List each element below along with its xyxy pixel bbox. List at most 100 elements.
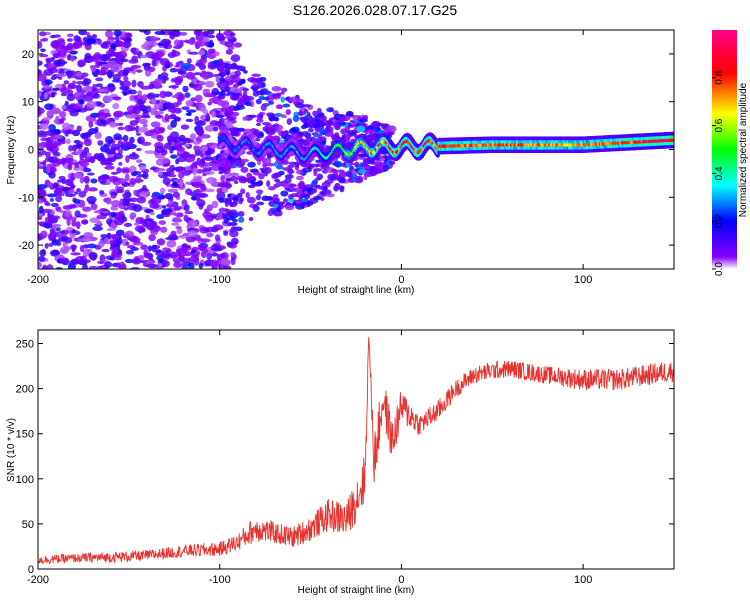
heatmap-cell — [200, 185, 207, 191]
heatmap-cell — [80, 132, 87, 139]
heatmap-cell — [227, 183, 233, 188]
heatmap-cell — [187, 230, 198, 237]
heatmap-cell — [82, 151, 88, 159]
heatmap-cell — [59, 87, 71, 94]
heatmap-cell — [142, 110, 149, 114]
heatmap-cell — [88, 265, 99, 269]
heatmap-cell — [228, 172, 240, 177]
heatmap-cell — [340, 128, 348, 135]
heatmap-cell — [97, 88, 108, 92]
heatmap-cell — [75, 221, 81, 230]
heatmap-cell — [180, 250, 186, 257]
heatmap-cell — [190, 97, 197, 102]
heatmap-cell — [109, 234, 120, 239]
heatmap-cell — [251, 73, 262, 77]
heatmap-cell — [231, 62, 238, 69]
heatmap-cell — [88, 120, 94, 128]
heatmap-cell — [115, 34, 120, 43]
heatmap-cell — [43, 222, 53, 229]
heatmap-cell — [156, 238, 166, 246]
colorbar-tick-label: 0.0 — [714, 262, 725, 276]
heatmap-cell — [363, 174, 368, 181]
heatmap-cell — [95, 60, 101, 69]
heatmap-cell — [154, 93, 160, 98]
heatmap-cell — [99, 190, 105, 195]
heatmap-cell — [228, 38, 237, 43]
heatmap-cell — [220, 90, 226, 96]
heatmap-cell — [183, 204, 190, 212]
heatmap-cell — [136, 69, 143, 73]
heatmap-cell — [104, 261, 113, 268]
heatmap-cell — [70, 216, 77, 222]
heatmap-cell — [38, 255, 46, 262]
heatmap-cell — [182, 166, 194, 172]
heatmap-cell — [138, 226, 143, 234]
spectrogram-y-tick-label: 20 — [22, 49, 34, 61]
heatmap-cell — [128, 153, 140, 160]
heatmap-cell — [175, 166, 185, 171]
heatmap-cell — [203, 228, 210, 232]
heatmap-cell — [274, 113, 283, 117]
heatmap-cell — [38, 130, 47, 136]
heatmap-cell — [237, 80, 243, 86]
heatmap-cell — [105, 30, 114, 38]
heatmap-cell — [140, 244, 149, 251]
heatmap-cell — [135, 132, 141, 136]
heatmap-cell — [225, 112, 231, 118]
heatmap-cell — [178, 171, 185, 179]
heatmap-cell — [197, 193, 209, 198]
heatmap-cell — [146, 263, 157, 269]
heatmap-cell — [76, 125, 82, 132]
heatmap-cell — [62, 45, 72, 51]
heatmap-cell — [149, 35, 157, 43]
heatmap-cell — [220, 107, 228, 113]
heatmap-cell — [228, 202, 238, 208]
heatmap-cell — [124, 142, 133, 147]
heatmap-cell — [268, 100, 275, 105]
heatmap-cell — [180, 70, 187, 75]
heatmap-cell — [151, 244, 157, 253]
heatmap-cell — [256, 201, 265, 206]
heatmap-cell — [309, 116, 315, 124]
heatmap-cell — [48, 67, 58, 74]
heatmap-cell — [265, 195, 274, 201]
heatmap-cell — [287, 183, 298, 188]
heatmap-cell — [100, 66, 108, 72]
heatmap-cell — [145, 218, 154, 222]
heatmap-cell — [83, 139, 92, 147]
heatmap-cell — [56, 73, 68, 78]
heatmap-cell — [200, 238, 211, 243]
heatmap-cell — [153, 103, 164, 110]
heatmap-cell — [96, 214, 107, 220]
heatmap-cell — [89, 217, 100, 224]
heatmap-cell — [292, 201, 297, 206]
heatmap-cell — [59, 210, 64, 214]
spectrogram-y-axis-label: Frequency (Hz) — [6, 116, 17, 185]
heatmap-cell — [61, 105, 67, 110]
heatmap-cell — [153, 52, 160, 57]
heatmap-cell — [228, 127, 233, 132]
heatmap-cell — [302, 130, 309, 135]
heatmap-cell — [83, 232, 94, 239]
heatmap-cell — [237, 210, 245, 217]
heatmap-cell — [82, 237, 91, 243]
heatmap-cell — [241, 78, 246, 84]
heatmap-cell — [137, 80, 144, 88]
heatmap-cell — [113, 30, 122, 37]
snr-x-tick-label: -100 — [209, 574, 231, 586]
spectrogram-y-tick-label: -10 — [18, 192, 34, 204]
heatmap-cell — [176, 99, 182, 106]
heatmap-cell — [232, 212, 240, 218]
snr-x-tick-label: 0 — [398, 574, 404, 586]
heatmap-cell — [76, 81, 84, 85]
heatmap-cell — [112, 73, 121, 82]
heatmap-cell — [42, 85, 53, 89]
heatmap-cell — [40, 48, 46, 53]
heatmap-cell — [246, 196, 256, 204]
heatmap-cell — [89, 156, 96, 164]
heatmap-cell — [238, 216, 245, 223]
heatmap-cell — [261, 121, 271, 126]
heatmap-cell — [333, 185, 339, 192]
heatmap-cell — [356, 153, 366, 157]
heatmap-cell — [86, 243, 97, 249]
